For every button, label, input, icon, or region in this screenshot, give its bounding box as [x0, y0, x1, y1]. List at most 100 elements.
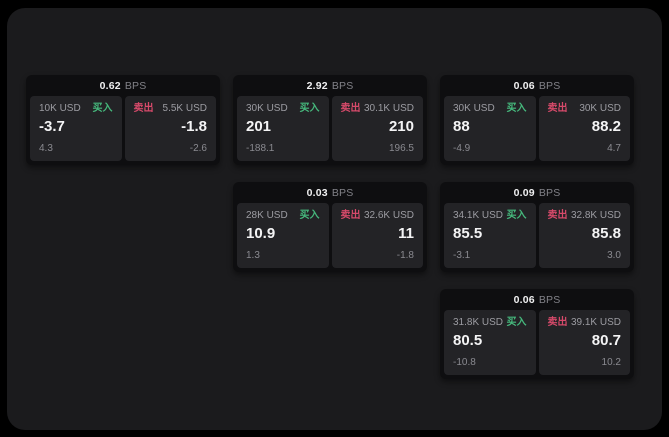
sell-tile[interactable]: 卖出 32.8K USD 85.8 3.0 [538, 203, 630, 268]
sell-side-badge: 卖出 [547, 210, 568, 221]
price-value: 88 [453, 118, 470, 135]
buy-side-badge: 买入 [506, 317, 527, 328]
card-body: 31.8K USD 买入 80.5 -10.8 卖出 39.1K USD 80.… [440, 310, 634, 379]
price-value: 210 [388, 118, 414, 135]
tile-top-row: 卖出 30.1K USD [341, 103, 415, 115]
price-value: 201 [246, 118, 272, 135]
card-body: 30K USD 买入 201 -188.1 卖出 30.1K USD 210 1… [233, 96, 427, 165]
bps-card: 0.09 BPS 34.1K USD 买入 85.5 -3.1 卖出 32.8K… [440, 182, 634, 272]
buy-tile[interactable]: 30K USD 买入 201 -188.1 [237, 96, 329, 161]
size-label: 31.8K USD [453, 317, 504, 328]
buy-tile[interactable]: 30K USD 买入 88 -4.9 [444, 96, 536, 161]
price-value: 80.5 [453, 332, 483, 349]
tile-top-row: 卖出 30K USD [548, 103, 622, 115]
delta-value: -3.1 [453, 250, 471, 261]
card-body: 30K USD 买入 88 -4.9 卖出 30K USD 88.2 4.7 [440, 96, 634, 165]
price-value: 85.8 [591, 225, 621, 242]
size-label: 30K USD [246, 103, 288, 114]
sell-side-badge: 卖出 [340, 210, 361, 221]
bps-card: 0.03 BPS 28K USD 买入 10.9 1.3 卖出 32.6K US… [233, 182, 427, 272]
cards-grid: 0.62 BPS 10K USD 买入 -3.7 4.3 卖出 5.5K USD [26, 75, 634, 379]
card-header: 0.62 BPS [26, 75, 220, 96]
sell-side-badge: 卖出 [547, 317, 568, 328]
size-label: 30.1K USD [363, 103, 414, 114]
delta-value: 4.3 [39, 143, 53, 154]
price-value: 80.7 [591, 332, 621, 349]
tile-top-row: 28K USD 买入 [246, 210, 320, 222]
card-header: 0.06 BPS [440, 75, 634, 96]
buy-side-badge: 买入 [299, 210, 320, 221]
delta-value: -188.1 [246, 143, 275, 154]
delta-value: -4.9 [453, 143, 471, 154]
sell-side-badge: 卖出 [547, 103, 568, 114]
price-value: -1.8 [181, 118, 207, 135]
size-label: 5.5K USD [162, 103, 207, 114]
price-value: 11 [398, 225, 414, 242]
size-label: 30K USD [453, 103, 495, 114]
card-body: 10K USD 买入 -3.7 4.3 卖出 5.5K USD -1.8 -2.… [26, 96, 220, 165]
tile-top-row: 31.8K USD 买入 [453, 317, 527, 329]
bps-card: 0.06 BPS 30K USD 买入 88 -4.9 卖出 30K USD [440, 75, 634, 165]
bps-value: 0.06 [513, 79, 535, 92]
tile-top-row: 卖出 5.5K USD [134, 103, 208, 115]
sell-tile[interactable]: 卖出 32.6K USD 11 -1.8 [331, 203, 423, 268]
sell-side-badge: 卖出 [340, 103, 361, 114]
size-label: 30K USD [579, 103, 621, 114]
buy-side-badge: 买入 [92, 103, 113, 114]
price-value: 10.9 [246, 225, 276, 242]
delta-value: 196.5 [388, 143, 414, 154]
buy-side-badge: 买入 [506, 103, 527, 114]
price-value: 88.2 [591, 118, 621, 135]
price-value: -3.7 [39, 118, 65, 135]
tile-top-row: 卖出 39.1K USD [548, 317, 622, 329]
card-body: 34.1K USD 买入 85.5 -3.1 卖出 32.8K USD 85.8… [440, 203, 634, 272]
card-body: 28K USD 买入 10.9 1.3 卖出 32.6K USD 11 -1.8 [233, 203, 427, 272]
card-header: 0.03 BPS [233, 182, 427, 203]
delta-value: -2.6 [189, 143, 207, 154]
tile-top-row: 34.1K USD 买入 [453, 210, 527, 222]
buy-tile[interactable]: 31.8K USD 买入 80.5 -10.8 [444, 310, 536, 375]
bps-value: 2.92 [306, 79, 328, 92]
bps-unit-label: BPS [538, 186, 561, 199]
size-label: 10K USD [39, 103, 81, 114]
size-label: 34.1K USD [453, 210, 504, 221]
price-value: 85.5 [453, 225, 483, 242]
delta-value: 1.3 [246, 250, 260, 261]
bps-unit-label: BPS [124, 79, 147, 92]
buy-side-badge: 买入 [299, 103, 320, 114]
tile-top-row: 卖出 32.8K USD [548, 210, 622, 222]
bps-value: 0.62 [99, 79, 121, 92]
bps-card: 2.92 BPS 30K USD 买入 201 -188.1 卖出 30.1K … [233, 75, 427, 165]
bps-value: 0.09 [513, 186, 535, 199]
buy-side-badge: 买入 [506, 210, 527, 221]
buy-tile[interactable]: 28K USD 买入 10.9 1.3 [237, 203, 329, 268]
card-header: 2.92 BPS [233, 75, 427, 96]
size-label: 32.6K USD [363, 210, 414, 221]
sell-tile[interactable]: 卖出 5.5K USD -1.8 -2.6 [124, 96, 216, 161]
delta-value: 4.7 [607, 143, 621, 154]
tile-top-row: 卖出 32.6K USD [341, 210, 415, 222]
sell-tile[interactable]: 卖出 30.1K USD 210 196.5 [331, 96, 423, 161]
delta-value: 10.2 [601, 357, 621, 368]
size-label: 28K USD [246, 210, 288, 221]
size-label: 39.1K USD [570, 317, 621, 328]
size-label: 32.8K USD [570, 210, 621, 221]
tile-top-row: 10K USD 买入 [39, 103, 113, 115]
tile-top-row: 30K USD 买入 [453, 103, 527, 115]
card-header: 0.09 BPS [440, 182, 634, 203]
bps-unit-label: BPS [538, 293, 561, 306]
buy-tile[interactable]: 10K USD 买入 -3.7 4.3 [30, 96, 122, 161]
buy-tile[interactable]: 34.1K USD 买入 85.5 -3.1 [444, 203, 536, 268]
sell-tile[interactable]: 卖出 30K USD 88.2 4.7 [538, 96, 630, 161]
tile-top-row: 30K USD 买入 [246, 103, 320, 115]
card-header: 0.06 BPS [440, 289, 634, 310]
sell-tile[interactable]: 卖出 39.1K USD 80.7 10.2 [538, 310, 630, 375]
bps-value: 0.03 [306, 186, 328, 199]
bps-value: 0.06 [513, 293, 535, 306]
bps-unit-label: BPS [331, 79, 354, 92]
delta-value: -1.8 [396, 250, 414, 261]
delta-value: -10.8 [453, 357, 476, 368]
bps-unit-label: BPS [538, 79, 561, 92]
bps-card: 0.62 BPS 10K USD 买入 -3.7 4.3 卖出 5.5K USD [26, 75, 220, 165]
